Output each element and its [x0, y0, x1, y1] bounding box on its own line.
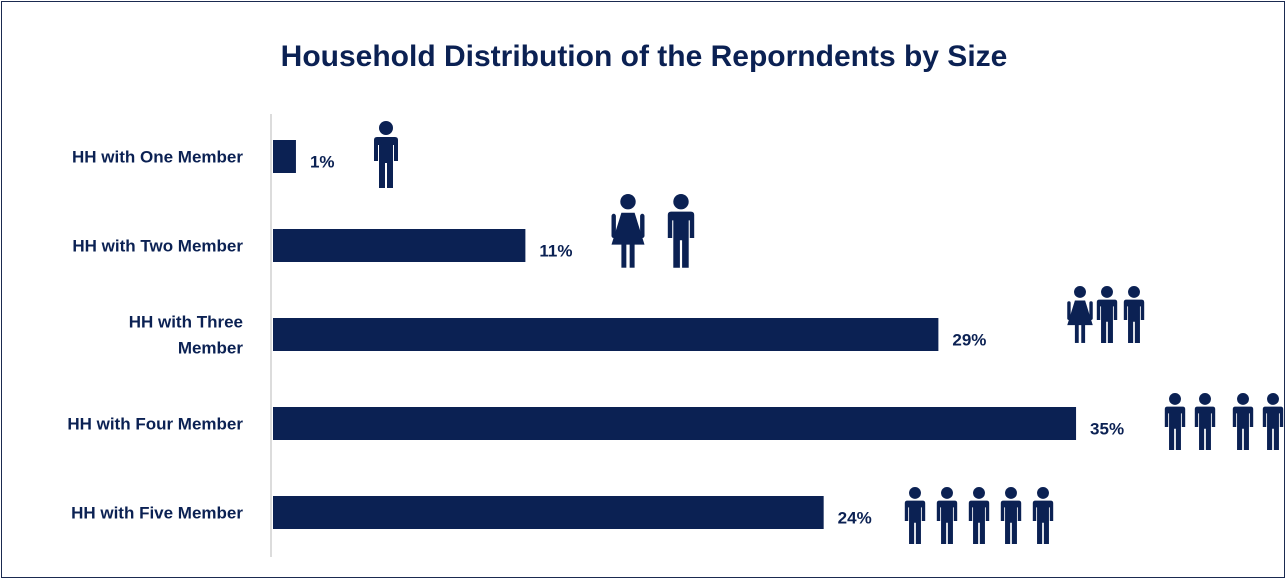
- male-icon: [1262, 393, 1284, 450]
- bar: [273, 407, 1077, 440]
- bar: [273, 140, 296, 173]
- female-icon: [1067, 286, 1093, 343]
- pictogram: [611, 194, 695, 268]
- male-icon: [1123, 286, 1145, 343]
- category-label: HH with One Member: [72, 148, 243, 167]
- bar: [273, 318, 939, 351]
- male-icon: [374, 121, 398, 188]
- data-label: 11%: [539, 242, 572, 261]
- male-icon: [1232, 393, 1254, 450]
- pictogram: [374, 121, 398, 188]
- pictogram: [1164, 393, 1284, 450]
- male-icon: [904, 487, 926, 544]
- chart-title: Household Distribution of the Reporndent…: [280, 40, 1008, 73]
- category-label: HH with Three Member: [129, 313, 244, 358]
- category-label: HH with Five Member: [71, 504, 243, 523]
- pictogram: [904, 487, 1054, 544]
- male-icon: [1000, 487, 1022, 544]
- data-label: 35%: [1090, 420, 1124, 439]
- male-icon: [1164, 393, 1186, 450]
- male-icon: [968, 487, 990, 544]
- bar: [273, 496, 824, 529]
- category-label: HH with Two Member: [72, 237, 243, 256]
- data-label: 29%: [952, 331, 986, 350]
- male-icon: [667, 194, 695, 268]
- pictogram: [1067, 286, 1145, 343]
- male-icon: [1194, 393, 1216, 450]
- bar: [273, 229, 526, 262]
- data-label: 1%: [310, 153, 335, 172]
- male-icon: [936, 487, 958, 544]
- data-label: 24%: [838, 509, 872, 528]
- male-icon: [1096, 286, 1118, 343]
- male-icon: [1032, 487, 1054, 544]
- category-label: HH with Four Member: [67, 415, 243, 434]
- female-icon: [611, 194, 645, 268]
